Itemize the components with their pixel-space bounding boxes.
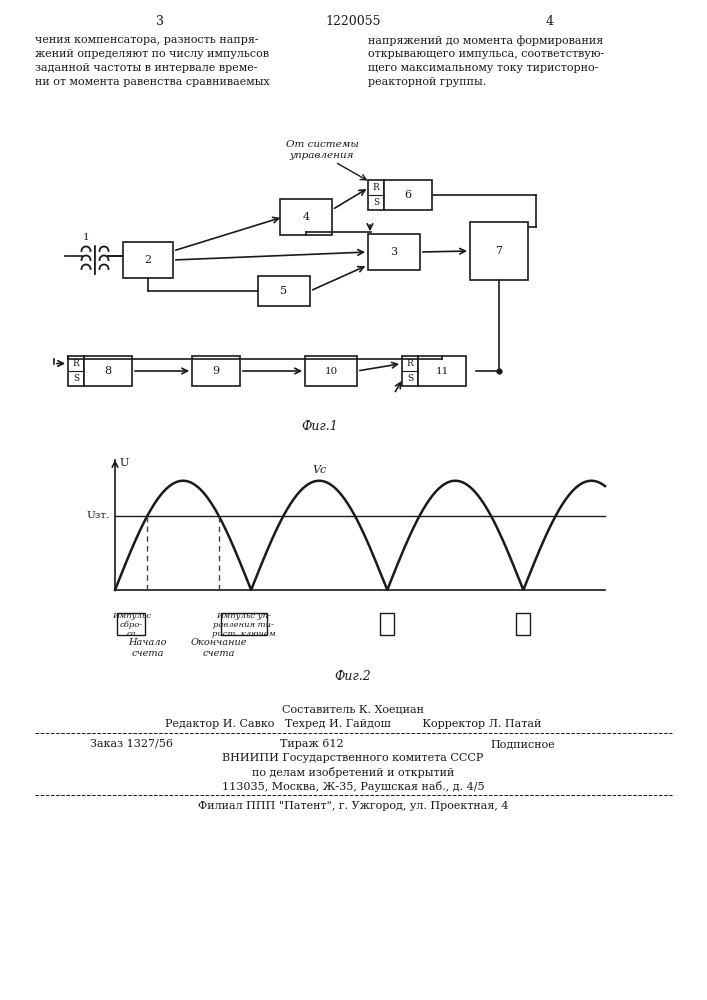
Bar: [470, 222, 528, 280]
Text: Импульс
сбро-
са: Импульс сбро- са: [112, 612, 151, 638]
Text: 4: 4: [303, 212, 310, 222]
Text: Составитель К. Хоециан: Составитель К. Хоециан: [282, 705, 424, 715]
Text: 8: 8: [105, 366, 112, 376]
Text: Окончание
счета: Окончание счета: [190, 638, 247, 658]
Text: открывающего импульса, соответствую-: открывающего импульса, соответствую-: [368, 49, 604, 59]
Text: Начало
счета: Начало счета: [128, 638, 167, 658]
Text: R: R: [373, 183, 380, 192]
Bar: [117, 613, 146, 635]
Text: S: S: [73, 374, 79, 383]
Bar: [280, 199, 332, 235]
Bar: [368, 234, 420, 270]
Text: заданной частоты в интервале време-: заданной частоты в интервале време-: [35, 63, 257, 73]
Text: 1: 1: [83, 233, 89, 242]
Bar: [192, 356, 240, 386]
Text: ВНИИПИ Государственного комитета СССР: ВНИИПИ Государственного комитета СССР: [222, 753, 484, 763]
Text: Импульс уп-
равления ти-
рист. ключем: Импульс уп- равления ти- рист. ключем: [212, 612, 276, 638]
Bar: [516, 613, 530, 635]
Bar: [368, 180, 384, 210]
Bar: [221, 613, 267, 635]
Text: 9: 9: [212, 366, 220, 376]
Text: Vc: Vc: [312, 465, 327, 475]
Text: жений определяют по числу импульсов: жений определяют по числу импульсов: [35, 49, 269, 59]
Text: Редактор И. Савко   Техред И. Гайдош         Корректор Л. Патай: Редактор И. Савко Техред И. Гайдош Корре…: [165, 719, 541, 729]
Text: Заказ 1327/56: Заказ 1327/56: [90, 739, 173, 749]
Text: Фиг.1: Фиг.1: [302, 420, 339, 433]
Text: Фиг.2: Фиг.2: [334, 670, 371, 683]
Text: 3: 3: [156, 15, 164, 28]
Text: реакторной группы.: реакторной группы.: [368, 77, 486, 87]
Bar: [84, 356, 132, 386]
Text: Тираж 612: Тираж 612: [280, 739, 344, 749]
Bar: [402, 356, 418, 386]
Text: S: S: [373, 198, 379, 207]
Text: U: U: [120, 458, 129, 468]
Text: 11: 11: [436, 366, 449, 375]
Text: чения компенсатора, разность напря-: чения компенсатора, разность напря-: [35, 35, 259, 45]
Bar: [258, 276, 310, 306]
Bar: [418, 356, 466, 386]
Bar: [305, 356, 357, 386]
Bar: [380, 613, 395, 635]
Bar: [123, 242, 173, 278]
Text: 3: 3: [390, 247, 397, 257]
Text: 6: 6: [404, 190, 411, 200]
Text: Uзт.: Uзт.: [87, 511, 110, 520]
Text: ни от момента равенства сравниваемых: ни от момента равенства сравниваемых: [35, 77, 270, 87]
Text: 7: 7: [496, 246, 503, 256]
Text: S: S: [407, 374, 413, 383]
Text: 113035, Москва, Ж-35, Раушская наб., д. 4/5: 113035, Москва, Ж-35, Раушская наб., д. …: [222, 781, 484, 792]
Text: 2: 2: [144, 255, 151, 265]
Text: 4: 4: [546, 15, 554, 28]
Text: щего максимальному току тиристорно-: щего максимальному току тиристорно-: [368, 63, 598, 73]
Text: R: R: [407, 359, 414, 368]
Text: 5: 5: [281, 286, 288, 296]
Text: 1220055: 1220055: [325, 15, 381, 28]
Bar: [384, 180, 432, 210]
Bar: [68, 356, 84, 386]
Text: 10: 10: [325, 366, 338, 375]
Text: Подписное: Подписное: [490, 739, 555, 749]
Text: по делам изобретений и открытий: по делам изобретений и открытий: [252, 767, 454, 778]
Text: Филиал ППП "Патент", г. Ужгород, ул. Проектная, 4: Филиал ППП "Патент", г. Ужгород, ул. Про…: [198, 801, 508, 811]
Text: R: R: [73, 359, 79, 368]
Text: напряжений до момента формирования: напряжений до момента формирования: [368, 35, 603, 46]
Text: От системы
управления: От системы управления: [286, 140, 358, 160]
